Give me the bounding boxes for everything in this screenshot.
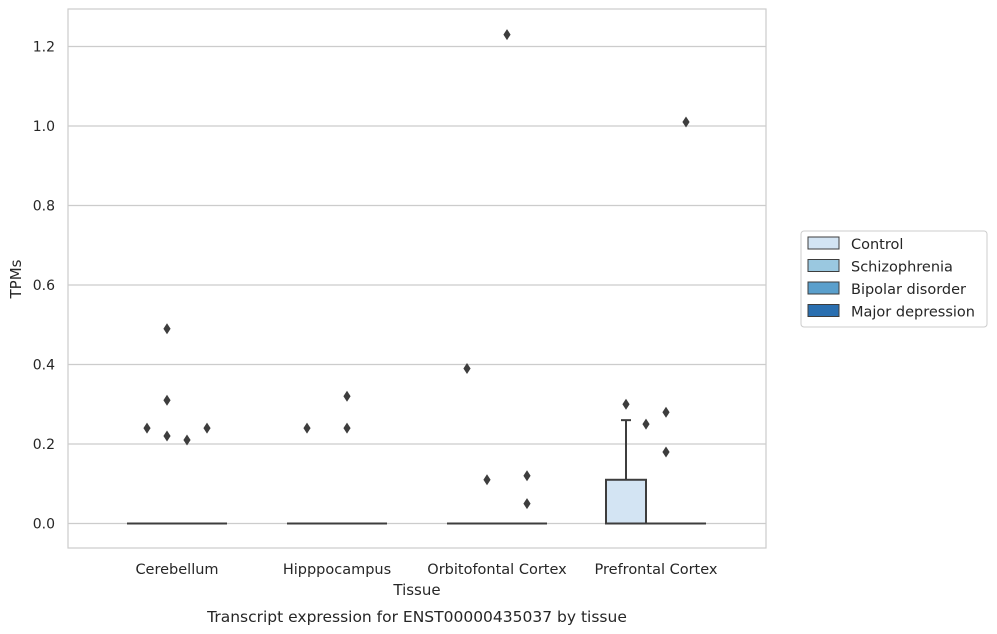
outlier-point	[163, 394, 171, 406]
legend-entries: Control Schizophrenia Bipolar disorder Majo…	[807, 236, 975, 321]
outlier-point	[463, 362, 471, 374]
y-axis-ticks: 0.0 0.2 0.4 0.6 0.8 1.0 1.2	[33, 40, 55, 533]
chart-caption: Transcript expression for ENST0000043503…	[206, 608, 627, 626]
outlier-point	[163, 430, 171, 442]
outlier-point	[203, 422, 211, 434]
y-tick-label: 0.8	[33, 199, 55, 215]
plot-frame	[67, 8, 767, 549]
outlier-point	[682, 116, 690, 128]
legend-label: Bipolar disorder	[851, 282, 966, 298]
box-control	[605, 419, 647, 525]
legend: Control Schizophrenia Bipolar disorder Majo…	[800, 230, 988, 328]
gridlines	[68, 45, 766, 525]
outlier-point	[303, 422, 311, 434]
outlier-point	[143, 422, 151, 434]
box-plot-boxes	[127, 419, 706, 525]
y-axis-label: TPMs	[7, 259, 25, 299]
outlier-point	[163, 323, 171, 335]
outlier-point	[343, 390, 351, 402]
box-body	[605, 478, 647, 525]
y-tick-label: 0.2	[33, 437, 55, 453]
y-tick-label: 1.2	[33, 40, 55, 56]
legend-label: Control	[851, 237, 903, 253]
legend-label: Schizophrenia	[851, 260, 953, 276]
x-tick-label: Orbitofontal Cortex	[427, 562, 567, 578]
y-tick-label: 0.4	[33, 358, 55, 374]
legend-swatch	[807, 236, 840, 250]
legend-swatch	[807, 259, 840, 272]
outlier-point	[622, 398, 630, 410]
y-tick-label: 0.6	[33, 278, 55, 294]
outlier-point	[662, 406, 670, 418]
outlier-point	[642, 418, 650, 430]
x-tick-label: Hipppocampus	[283, 562, 391, 578]
outlier-point	[343, 422, 351, 434]
outlier-point	[662, 446, 670, 458]
legend-label: Major depression	[851, 305, 975, 321]
outlier-point	[523, 498, 531, 510]
legend-frame	[800, 230, 988, 328]
outlier-points	[143, 29, 690, 510]
x-axis-ticks: Cerebellum Hipppocampus Orbitofontal Corte…	[135, 562, 717, 578]
x-axis-label: Tissue	[392, 581, 440, 599]
legend-swatch	[807, 281, 840, 295]
x-tick-label: Prefrontal Cortex	[595, 562, 718, 578]
y-tick-label: 0.0	[33, 517, 55, 533]
outlier-point	[183, 434, 191, 446]
outlier-point	[483, 474, 491, 486]
x-tick-label: Cerebellum	[135, 562, 218, 578]
outlier-point	[503, 29, 511, 41]
y-tick-label: 1.0	[33, 119, 55, 135]
outlier-point	[523, 470, 531, 482]
legend-swatch	[807, 304, 840, 317]
